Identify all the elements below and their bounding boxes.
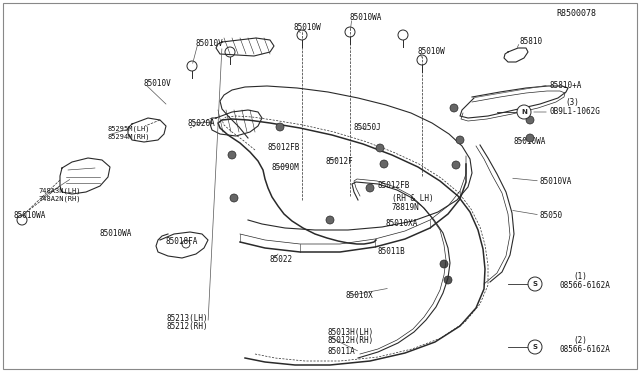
Text: 85010X: 85010X (345, 292, 372, 301)
Circle shape (376, 144, 384, 152)
Text: (2): (2) (573, 337, 587, 346)
Circle shape (526, 134, 534, 142)
Text: 85011A: 85011A (328, 347, 356, 356)
Text: 85012H(RH): 85012H(RH) (327, 336, 373, 344)
Text: 85212(RH): 85212(RH) (166, 323, 208, 331)
Text: 85010W: 85010W (418, 46, 445, 55)
Text: (RH & LH): (RH & LH) (392, 195, 434, 203)
Text: 85011B: 85011B (378, 247, 406, 257)
Circle shape (230, 194, 238, 202)
Text: 85010WA: 85010WA (514, 138, 547, 147)
Text: 85010VA: 85010VA (540, 176, 572, 186)
Text: S: S (532, 281, 538, 287)
Text: 85010WA: 85010WA (14, 211, 46, 219)
Text: 748A3N(LH): 748A3N(LH) (38, 188, 81, 194)
Text: 85050: 85050 (540, 211, 563, 219)
Text: 85010WA: 85010WA (100, 230, 132, 238)
Text: 0B9L1-1062G: 0B9L1-1062G (549, 108, 600, 116)
Text: 85022: 85022 (270, 256, 293, 264)
Text: 85810+A: 85810+A (549, 80, 581, 90)
Text: 85010XA: 85010XA (385, 219, 417, 228)
Text: R8500078: R8500078 (556, 10, 596, 19)
Circle shape (366, 184, 374, 192)
Text: 78819N: 78819N (392, 203, 420, 212)
Text: 85012FB: 85012FB (378, 180, 410, 189)
Text: 85010WA: 85010WA (350, 13, 382, 22)
Text: 85810: 85810 (520, 38, 543, 46)
Circle shape (326, 216, 334, 224)
Text: 85020A: 85020A (188, 119, 216, 128)
Circle shape (380, 160, 388, 168)
Circle shape (444, 276, 452, 284)
Text: N: N (521, 109, 527, 115)
Text: 85010W: 85010W (294, 22, 322, 32)
Circle shape (517, 105, 531, 119)
Circle shape (450, 104, 458, 112)
Text: 85213(LH): 85213(LH) (166, 314, 208, 324)
Circle shape (440, 260, 448, 268)
Circle shape (528, 340, 542, 354)
Text: 85018FA: 85018FA (166, 237, 198, 247)
Text: 748A2N(RH): 748A2N(RH) (38, 196, 81, 202)
Text: S: S (532, 344, 538, 350)
Text: 85090M: 85090M (272, 164, 300, 173)
Text: 85295M(LH): 85295M(LH) (108, 126, 150, 132)
Text: 08566-6162A: 08566-6162A (560, 282, 611, 291)
Circle shape (452, 161, 460, 169)
Text: (3): (3) (565, 99, 579, 108)
Text: 85013H(LH): 85013H(LH) (327, 327, 373, 337)
Circle shape (528, 277, 542, 291)
Circle shape (228, 151, 236, 159)
Text: 08566-6162A: 08566-6162A (560, 346, 611, 355)
Circle shape (456, 136, 464, 144)
Text: 85012FB: 85012FB (268, 144, 300, 153)
Text: 85294M(RH): 85294M(RH) (108, 134, 150, 140)
Text: (1): (1) (573, 273, 587, 282)
Circle shape (276, 123, 284, 131)
Text: 85010V: 85010V (143, 80, 171, 89)
Circle shape (526, 116, 534, 124)
Text: 85012F: 85012F (325, 157, 353, 166)
Text: 85050J: 85050J (354, 122, 381, 131)
Text: 85010V: 85010V (196, 38, 224, 48)
